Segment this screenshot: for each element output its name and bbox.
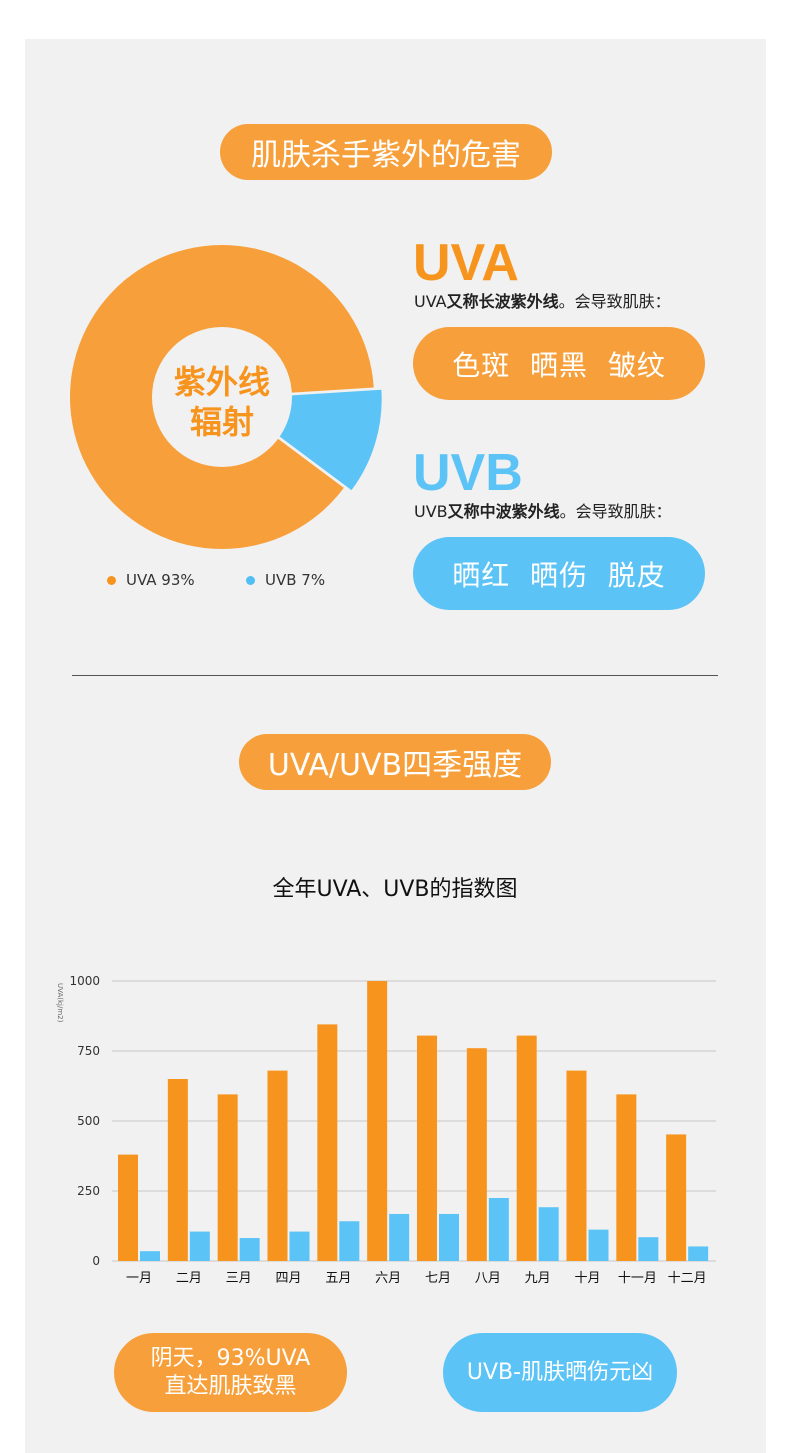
- x-tick-label: 十一月: [618, 1271, 657, 1286]
- bar-uvb: [239, 1238, 260, 1261]
- legend-uvb-label: UVB 7%: [265, 571, 326, 589]
- section-title-seasons: UVA/UVB四季强度: [239, 734, 551, 790]
- x-tick-label: 十月: [574, 1271, 600, 1286]
- bar-uva: [267, 1070, 288, 1261]
- donut-center-line2: 辐射: [189, 403, 254, 441]
- x-tick-label: 一月: [126, 1271, 152, 1286]
- bar-uva: [118, 1154, 138, 1261]
- uva-desc-bold: 又称长波紫外线: [446, 292, 559, 311]
- y-tick-label: 500: [77, 1114, 100, 1128]
- uvb-description: UVB又称中波紫外线。会导致肌肤：: [414, 498, 672, 522]
- uva-effects-pill: 色斑 晒黑 皱纹: [413, 327, 705, 400]
- bar-uvb: [339, 1221, 360, 1261]
- bar-uva: [217, 1094, 238, 1261]
- section-divider: [72, 675, 718, 676]
- x-tick-label: 六月: [375, 1271, 401, 1286]
- x-tick-label: 三月: [226, 1271, 252, 1286]
- legend-uva-dot: [107, 575, 116, 585]
- x-tick-label: 二月: [176, 1271, 202, 1286]
- x-tick-label: 九月: [525, 1271, 551, 1286]
- uvb-culprit-pill: UVB-肌肤晒伤元凶: [443, 1333, 677, 1412]
- uvb-desc-prefix: UVB: [414, 502, 448, 521]
- uva-heading: UVA: [413, 234, 519, 292]
- uvb-desc-suffix: 。会导致肌肤：: [559, 502, 672, 521]
- y-tick-label: 750: [77, 1044, 100, 1058]
- bar-uvb: [189, 1231, 210, 1261]
- x-tick-label: 四月: [275, 1271, 301, 1286]
- y-tick-label: 250: [77, 1184, 100, 1198]
- bar-uva: [616, 1094, 637, 1261]
- bar-uvb: [140, 1251, 160, 1261]
- section-title-harm: 肌肤杀手紫外的危害: [220, 124, 552, 180]
- bar-uvb: [488, 1198, 509, 1261]
- donut-center-line1: 紫外线: [173, 363, 270, 401]
- bar-uva: [367, 981, 388, 1261]
- bar-uva: [516, 1035, 537, 1261]
- cloudy-uva-pill: 阴天，93%UVA 直达肌肤致黑: [114, 1333, 347, 1412]
- uva-description: UVA又称长波紫外线。会导致肌肤：: [414, 288, 671, 312]
- legend-uvb-dot: [246, 575, 255, 585]
- x-tick-label: 五月: [325, 1271, 351, 1286]
- y-tick-label: 0: [92, 1254, 100, 1268]
- uvb-desc-bold: 又称中波紫外线: [447, 502, 560, 521]
- chart-title: 全年UVA、UVB的指数图: [272, 877, 518, 902]
- cloudy-uva-line1: 阴天，93%UVA: [150, 1346, 311, 1371]
- donut-center-label: 紫外线 辐射: [152, 362, 292, 442]
- x-tick-label: 八月: [475, 1271, 501, 1286]
- x-tick-label: 七月: [425, 1271, 451, 1286]
- uv-bar-chart: UVA(kj/m2) 0 250 500 750 1000 一月 二月 三月 四月 五月 六月 七月 八月…: [56, 974, 716, 1286]
- bar-uva: [317, 1024, 338, 1261]
- bar-uva: [417, 1035, 437, 1261]
- bar-uvb: [439, 1213, 459, 1261]
- legend-uva-label: UVA 93%: [126, 571, 195, 589]
- cloudy-uva-line2: 直达肌肤致黑: [164, 1373, 297, 1399]
- bar-uvb: [688, 1246, 709, 1261]
- bar-uva: [666, 1134, 687, 1261]
- bar-uvb: [289, 1231, 310, 1261]
- bar-uvb: [389, 1213, 410, 1261]
- y-tick-label: 1000: [69, 974, 100, 988]
- y-axis-label: UVA(kj/m2): [56, 983, 64, 1023]
- legend-uva: UVA 93%: [107, 571, 195, 589]
- uva-desc-suffix: 。会导致肌肤：: [558, 292, 671, 311]
- bar-uvb: [588, 1229, 609, 1261]
- donut-hole: [152, 327, 292, 467]
- legend-uvb: UVB 7%: [246, 571, 325, 589]
- bar-uvb: [538, 1207, 559, 1261]
- bar-uvb: [638, 1237, 659, 1261]
- uv-donut-chart: [70, 245, 382, 549]
- bar-uva: [466, 1048, 487, 1261]
- uvb-heading: UVB: [413, 444, 523, 502]
- bar-uva: [566, 1070, 587, 1261]
- bar-uva: [167, 1079, 188, 1261]
- x-tick-label: 十二月: [668, 1271, 707, 1286]
- uvb-effects-pill: 晒红 晒伤 脱皮: [413, 537, 705, 610]
- uva-desc-prefix: UVA: [414, 292, 447, 311]
